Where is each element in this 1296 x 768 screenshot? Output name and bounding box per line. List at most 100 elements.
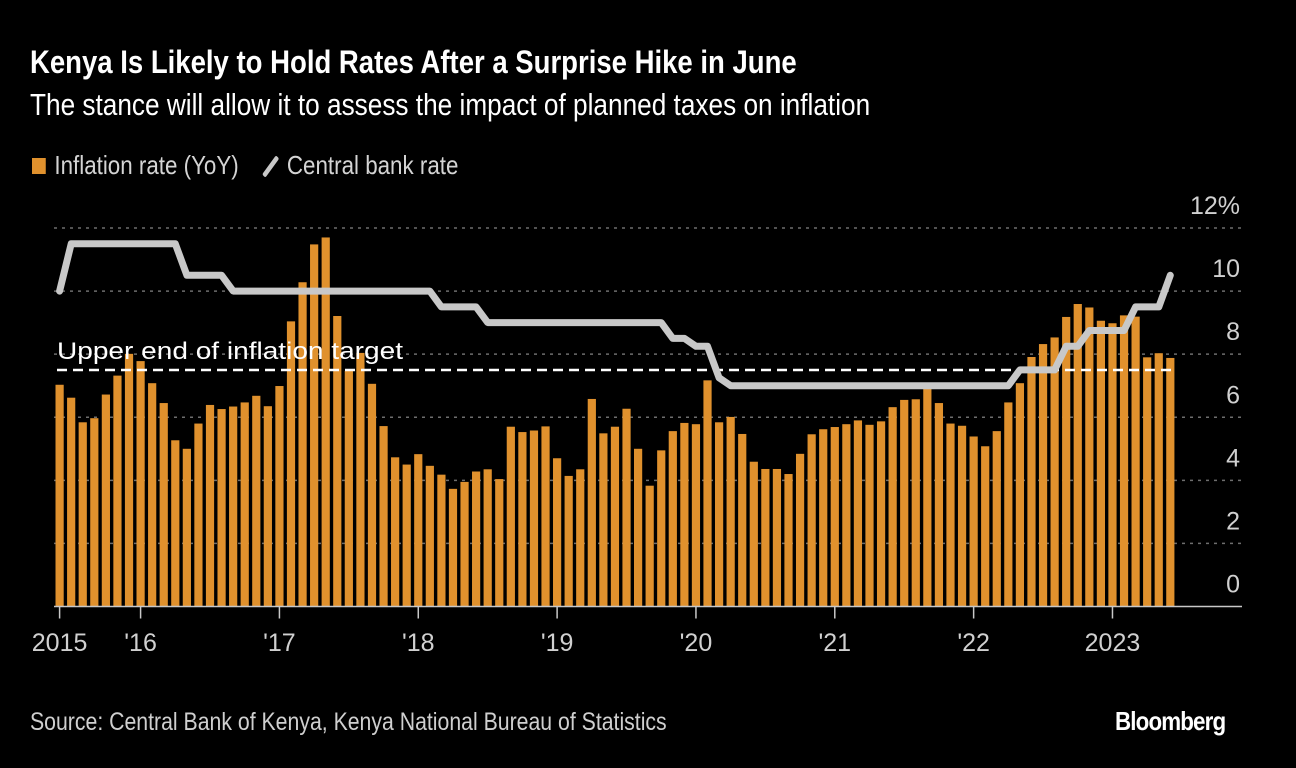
inflation-bar (1131, 316, 1140, 607)
inflation-bars (55, 237, 1175, 607)
inflation-bar (263, 406, 272, 607)
inflation-bar (622, 408, 631, 607)
y-tick-label: 10 (1212, 255, 1240, 283)
inflation-bar (414, 454, 423, 607)
x-tick-label: '22 (957, 629, 990, 657)
x-tick-label: '17 (263, 629, 296, 657)
inflation-bar (668, 431, 677, 607)
inflation-bar (981, 446, 990, 607)
inflation-bar (923, 388, 932, 607)
inflation-bar (310, 244, 319, 607)
inflation-bar (564, 475, 573, 607)
inflation-bar (356, 352, 365, 607)
inflation-bar (911, 399, 920, 607)
inflation-bar (101, 394, 110, 607)
inflation-bar (946, 423, 955, 607)
inflation-bar (1108, 323, 1117, 607)
inflation-bar (159, 403, 168, 607)
chart-title: Kenya Is Likely to Hold Rates After a Su… (30, 44, 922, 81)
inflation-bar (645, 485, 654, 607)
brand-text: Bloomberg (1115, 706, 1226, 736)
x-tick-label: 2015 (32, 629, 88, 657)
y-tick-label: 8 (1226, 318, 1240, 346)
inflation-bar (957, 425, 967, 607)
inflation-bar (1027, 357, 1036, 607)
inflation-bar (749, 461, 758, 607)
inflation-bar (761, 468, 770, 607)
inflation-bar (784, 474, 793, 607)
chart-subtitle: The stance will allow it to assess the i… (30, 87, 1024, 123)
inflation-bar (194, 423, 203, 607)
inflation-bar (483, 469, 492, 607)
y-tick-label: 4 (1226, 444, 1240, 472)
central-bank-rate-line (56, 240, 1174, 390)
inflation-bar (298, 282, 307, 607)
inflation-bar (495, 479, 504, 607)
inflation-bar (900, 399, 909, 607)
inflation-bar (1050, 337, 1059, 607)
inflation-bar (402, 464, 411, 607)
inflation-bar (425, 465, 434, 607)
inflation-bar (379, 426, 388, 607)
inflation-bar (90, 418, 99, 607)
inflation-bar (772, 468, 782, 607)
inflation-bar (1062, 316, 1071, 607)
inflation-bar (738, 433, 747, 607)
inflation-bar (1166, 357, 1175, 607)
inflation-bar (726, 416, 735, 607)
x-tick-label: 2023 (1085, 629, 1141, 657)
inflation-bar (865, 424, 874, 607)
inflation-bar (992, 431, 1001, 607)
x-tick-label: '21 (818, 629, 851, 657)
inflation-bar (888, 407, 897, 607)
inflation-bar (518, 432, 527, 607)
inflation-bar (182, 448, 191, 607)
legend: Inflation rate (YoY) Central bank rate (32, 150, 528, 182)
inflation-bar (67, 397, 76, 607)
inflation-bar (229, 406, 238, 607)
source-text: Source: Central Bank of Kenya, Kenya Nat… (30, 708, 667, 736)
inflation-bar (275, 386, 284, 607)
inflation-bar (587, 398, 596, 607)
inflation-bar (1073, 304, 1082, 607)
inflation-bar (842, 424, 851, 607)
bloomberg-logo: Bloomberg (1115, 706, 1243, 737)
inflation-bar (969, 436, 978, 607)
source-note: Source: Central Bank of Kenya, Kenya Nat… (30, 708, 779, 737)
inflation-bar (217, 409, 226, 607)
chart-title-text: Kenya Is Likely to Hold Rates After a Su… (30, 44, 797, 80)
inflation-bar (703, 380, 712, 607)
inflation-bar (795, 453, 805, 607)
inflation-bar (610, 426, 620, 607)
inflation-bar (1154, 353, 1163, 607)
y-tick-label: 0 (1226, 571, 1240, 599)
inflation-bar (1119, 315, 1129, 607)
y-tick-label: 2 (1226, 507, 1240, 535)
legend-bar-swatch-icon (32, 157, 46, 174)
legend-item-central-bank-rate: Central bank rate (286, 150, 459, 180)
inflation-bar (448, 488, 458, 607)
inflation-bar (680, 422, 689, 607)
inflation-bar (1038, 344, 1048, 607)
inflation-bar (1096, 320, 1105, 607)
inflation-bar (714, 422, 724, 607)
legend-item-inflation: Inflation rate (YoY) (54, 150, 239, 180)
inflation-bar (55, 384, 64, 607)
inflation-bar (344, 370, 353, 607)
inflation-bar (171, 440, 180, 607)
inflation-bar (1004, 402, 1013, 607)
inflation-bar (286, 321, 296, 607)
y-tick-label: 6 (1226, 381, 1240, 409)
inflation-bar (391, 457, 400, 607)
inflation-bar (437, 474, 446, 607)
x-axis-ticks: 2015 '16 '17 '18 '19 '20 '21 '22 2023 (32, 606, 1141, 657)
x-tick-label: '20 (680, 629, 713, 657)
inflation-bar (460, 481, 469, 607)
inflation-bar (1015, 383, 1025, 607)
chart-subtitle-text: The stance will allow it to assess the i… (30, 87, 871, 122)
inflation-bar (553, 458, 562, 607)
inflation-bar (853, 420, 863, 607)
inflation-bar (136, 361, 145, 607)
inflation-bar (506, 426, 515, 607)
target-annotation-label: Upper end of inflation target (57, 338, 403, 365)
